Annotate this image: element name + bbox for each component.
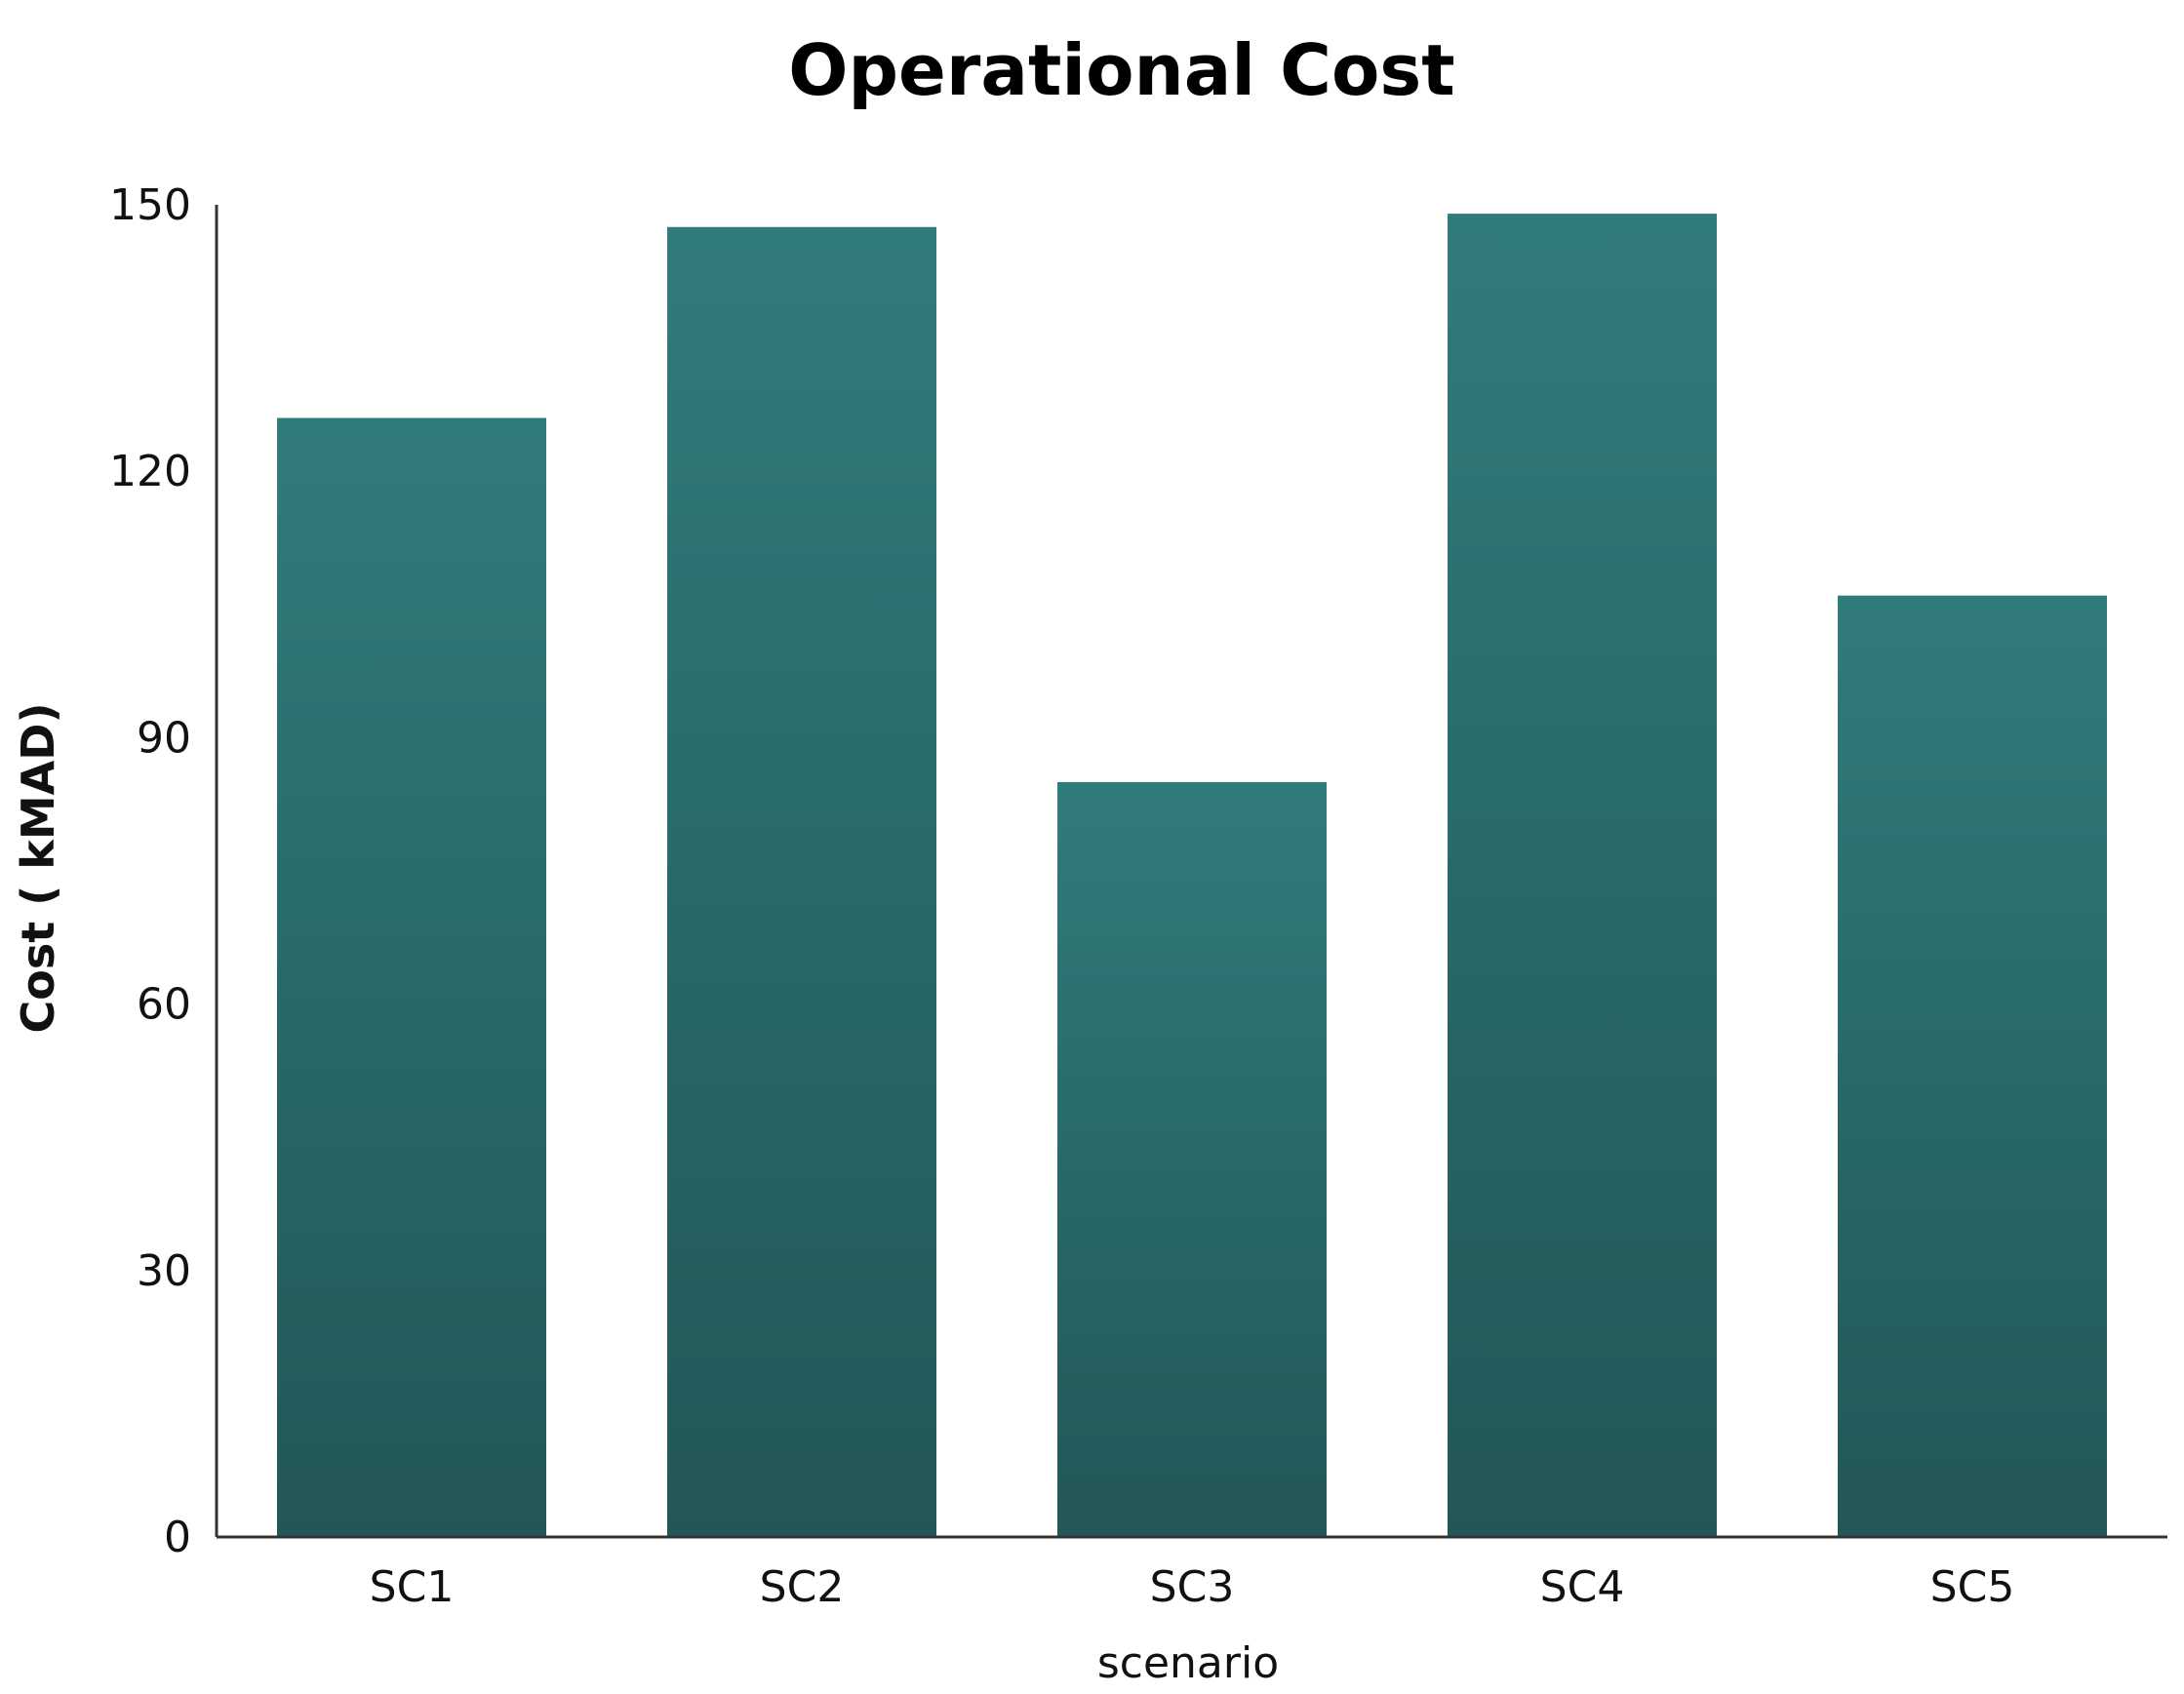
bar-sc2: [667, 226, 936, 1538]
y-axis-label: Cost ( kMAD): [12, 703, 64, 1034]
x-axis-ticks: SC1 SC2 SC3 SC4 SC5: [370, 1562, 2015, 1612]
bar-sc1: [277, 417, 546, 1537]
y-tick-label: 30: [137, 1246, 191, 1296]
y-tick-label: 0: [164, 1513, 191, 1562]
x-tick-label: SC2: [760, 1562, 845, 1612]
y-tick-label: 120: [109, 447, 191, 496]
chart-title: Operational Cost: [788, 29, 1454, 111]
bar-sc3: [1057, 781, 1327, 1537]
x-tick-label: SC3: [1150, 1562, 1235, 1612]
y-tick-label: 60: [137, 980, 191, 1030]
bar-sc5: [1838, 595, 2107, 1537]
x-tick-label: SC1: [370, 1562, 455, 1612]
x-tick-label: SC5: [1930, 1562, 2015, 1612]
x-tick-label: SC4: [1540, 1562, 1625, 1612]
y-tick-label: 150: [109, 180, 191, 230]
x-axis-label: scenario: [1097, 1638, 1279, 1688]
bar-sc4: [1448, 214, 1717, 1537]
y-axis-ticks: 0 30 60 90 120 150: [109, 180, 191, 1562]
y-tick-label: 90: [137, 713, 191, 763]
bars-group: [277, 214, 2107, 1538]
